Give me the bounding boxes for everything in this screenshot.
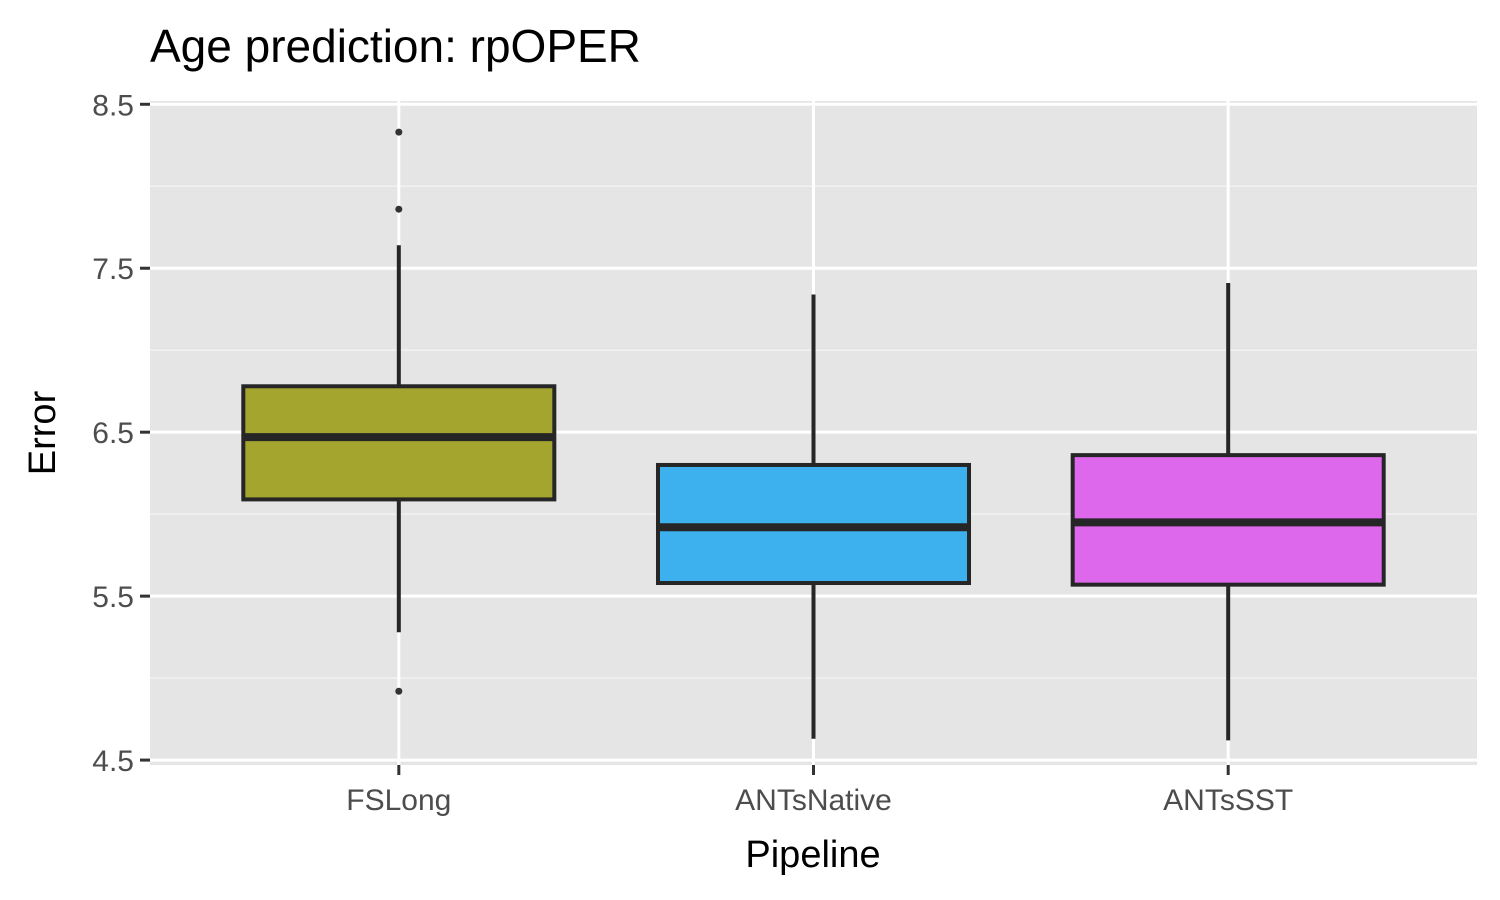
y-tick-label: 8.5 — [92, 89, 134, 122]
y-axis: 4.5 5.5 6.5 7.5 8.5 — [92, 89, 150, 778]
y-tick-label: 7.5 — [92, 253, 134, 286]
x-axis-title: Pipeline — [745, 834, 880, 876]
box-fslong — [241, 128, 557, 695]
box-antsnative — [655, 294, 972, 739]
x-tick-label: FSLong — [346, 784, 451, 817]
x-tick-label: ANTsNative — [735, 784, 892, 817]
y-tick-label: 5.5 — [92, 581, 134, 614]
y-tick-label: 4.5 — [92, 745, 134, 778]
outlier-point — [395, 687, 403, 695]
outlier-point — [395, 128, 403, 136]
y-axis-title: Error — [22, 390, 64, 475]
box-iqr — [241, 384, 557, 502]
outlier-point — [395, 205, 403, 213]
x-axis: FSLong ANTsNative ANTsSST — [346, 765, 1293, 817]
box-antssst — [1070, 282, 1386, 741]
box-group — [241, 128, 1386, 741]
y-tick-label: 6.5 — [92, 417, 134, 450]
x-tick-label: ANTsSST — [1163, 784, 1293, 817]
chart-title: Age prediction: rpOPER — [150, 20, 641, 72]
